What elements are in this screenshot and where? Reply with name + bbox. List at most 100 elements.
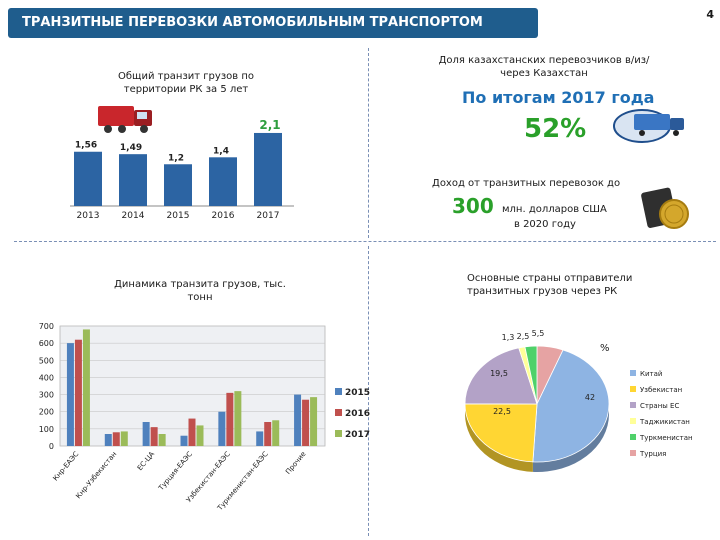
bar-2017-6 [310,397,318,446]
bar-2017-5 [272,420,280,446]
legend-label-2015: 2015 [345,388,370,398]
bar-2017-1 [120,431,128,446]
legend-swatch-2015 [335,388,342,395]
pie-slice-4 [524,345,538,405]
x-tick-label: Прочие [284,450,307,476]
countries-caption: Основные страны отправители транзитных г… [467,273,633,297]
bar-2015-5 [256,431,264,446]
legend-swatch-2017 [335,430,342,437]
legend-label-2016: 2016 [345,409,370,419]
y-tick-label: 600 [39,339,54,348]
bar-2017-3 [196,425,204,446]
bar-2016-0 [74,339,82,446]
bar-label-2017: 2,1 [259,120,280,132]
income-caption: Доход от транзитных перевозок до [432,178,621,189]
y-tick-label: 0 [49,442,54,451]
bar-2017 [254,132,282,206]
bar-2016-2 [150,427,158,446]
dynamics-bar-chart: 0 100 200 300 400 500 600 700 Кнр-ЕАЭСКнр-Узбеки… [39,322,370,513]
legend-swatch-4 [630,434,636,440]
legend-swatch-5 [630,450,636,456]
bar-label-2014: 1,49 [120,143,142,153]
pie-value-label-1: 22,5 [493,407,511,416]
wallet-coin-icon [641,187,689,229]
bar-2013 [74,151,102,206]
pie-slice-1 [464,403,538,463]
countries-unit: % [600,343,610,354]
tick-label-2014: 2014 [122,211,145,221]
income-year: в 2020 году [514,219,576,230]
income-unit: млн. долларов США [502,204,607,215]
divider-vertical-top [368,48,369,238]
pie-slice-0 [532,349,610,463]
y-tick-label: 700 [39,322,54,331]
legend-label-2017: 2017 [345,430,370,440]
legend-swatch-0 [630,370,636,376]
bar-2016-5 [264,422,272,446]
pie-value-label-3: 1,3 [502,333,515,342]
share-period: По итогам 2017 года [462,88,655,107]
y-tick-label: 100 [39,425,54,434]
divider-vertical-bottom [368,246,369,536]
legend-label-0: Китай [640,370,662,378]
x-tick-label: Турция-ЕАЭС [156,450,194,493]
legend-swatch-3 [630,418,636,424]
truck-icon [98,106,152,133]
bar-2016-1 [112,432,120,446]
legend-label-1: Узбекистан [640,386,682,394]
x-tick-label: ЕС-ЦА [136,450,156,472]
pie-value-label-2: 19,5 [490,369,508,378]
pie-slice-2 [464,347,538,405]
bar-label-2016: 1,4 [213,146,229,156]
legend-swatch-2 [630,402,636,408]
countries-pie-chart: 42 22,5 19,5 1,3 2,5 5,5 Китай Узбекистан Страны… [464,329,693,472]
transit-caption: Общий транзит грузов по территории РК за… [118,71,254,95]
bar-2015-1 [104,434,112,446]
share-caption: Доля казахстанских перевозчиков в/из/чер… [438,55,650,79]
x-tick-label: Кнр-Узбекистан [74,450,118,500]
y-tick-label: 500 [39,356,54,365]
bar-2015-6 [294,394,302,446]
bar-2016 [209,157,237,206]
pie-value-label-0: 42 [585,393,595,402]
pie-side-0 [532,404,609,472]
bar-2017-0 [82,329,90,446]
bar-2016-6 [302,399,310,446]
bar-2014 [119,154,147,206]
bar-2015-2 [142,422,150,446]
bar-2016-4 [226,392,234,446]
income-value: 300 [452,194,494,218]
bar-2015-3 [180,435,188,446]
y-tick-label: 200 [39,408,54,417]
bar-2015-4 [218,411,226,446]
tick-label-2016: 2016 [212,211,235,221]
tick-label-2013: 2013 [77,211,100,221]
tick-label-2017: 2017 [257,211,280,221]
bar-2017-2 [158,434,166,446]
bar-label-2013: 1,56 [75,141,97,151]
legend-swatch-1 [630,386,636,392]
transit-bar-chart: 1,56 2013 1,49 2014 1,2 2015 1,4 2016 2,1 2017 [70,120,294,221]
legend-label-3: Таджикистан [639,418,690,426]
share-value: 52% [524,114,587,144]
transport-icon [613,109,684,143]
bar-2016-3 [188,418,196,446]
y-tick-label: 400 [39,373,54,382]
bar-label-2015: 1,2 [168,153,184,163]
divider-horizontal [14,241,716,242]
pie-value-label-5: 5,5 [532,329,545,338]
dynamics-caption: Динамика транзита грузов, тыс. тонн [114,279,286,303]
page-number: 4 [706,8,714,21]
legend-label-4: Туркменистан [639,434,693,442]
page-title: ТРАНЗИТНЫЕ ПЕРЕВОЗКИ АВТОМОБИЛЬНЫМ ТРАНС… [8,8,538,38]
y-tick-label: 300 [39,391,54,400]
bar-2015 [164,164,192,206]
x-tick-label: Кнр-ЕАЭС [52,450,81,482]
pie-value-label-4: 2,5 [517,332,530,341]
tick-label-2015: 2015 [167,211,190,221]
legend-label-5: Турция [639,450,666,458]
legend-label-2: Страны ЕС [640,402,679,410]
bar-2015-0 [66,343,74,446]
legend-swatch-2016 [335,409,342,416]
bar-2017-4 [234,391,242,446]
